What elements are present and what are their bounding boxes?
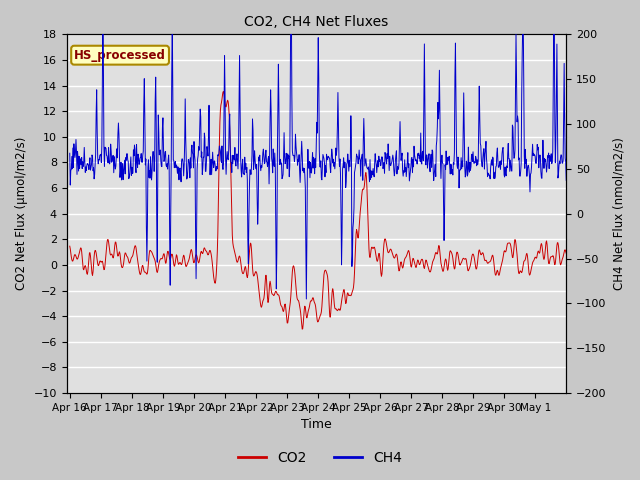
Y-axis label: CO2 Net Flux (μmol/m2/s): CO2 Net Flux (μmol/m2/s) <box>15 137 28 290</box>
Y-axis label: CH4 Net Flux (nmol/m2/s): CH4 Net Flux (nmol/m2/s) <box>612 137 625 290</box>
X-axis label: Time: Time <box>301 419 332 432</box>
Text: HS_processed: HS_processed <box>74 48 166 62</box>
Legend: CO2, CH4: CO2, CH4 <box>232 445 408 471</box>
Title: CO2, CH4 Net Fluxes: CO2, CH4 Net Fluxes <box>244 15 388 29</box>
